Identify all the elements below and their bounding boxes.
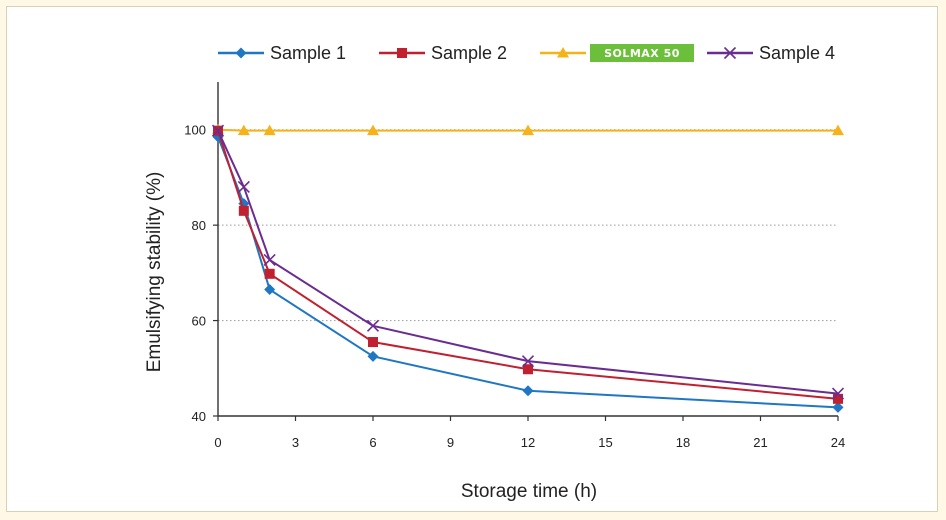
x-tick-label-6: 6 bbox=[369, 435, 376, 450]
point-solmax-50-24 bbox=[832, 124, 844, 136]
x-tick-label-12: 12 bbox=[521, 435, 535, 450]
point-sample-4-12 bbox=[521, 355, 535, 368]
chart-frame bbox=[6, 6, 938, 512]
point-sample-2-1 bbox=[238, 205, 249, 216]
legend-label-sample-1: Sample 1 bbox=[270, 43, 346, 63]
point-sample-4-6 bbox=[366, 319, 380, 332]
point-sample-2-6 bbox=[368, 337, 378, 348]
legend-marker-sample-4 bbox=[723, 46, 737, 60]
x-tick-label-21: 21 bbox=[753, 435, 767, 450]
axes: 40 60 80 100 0 3 6 9 12 15 18 21 24 bbox=[184, 82, 845, 450]
y-axis-title: Emulsifying stability (%) bbox=[144, 172, 165, 373]
legend: Sample 1 Sample 2 SOLMAX 50 Sample 4 bbox=[218, 43, 835, 63]
x-tick-label-0: 0 bbox=[214, 435, 221, 450]
point-solmax-50-2 bbox=[263, 124, 276, 136]
legend-label-sample-2: Sample 2 bbox=[431, 43, 507, 63]
series-line-sample-4 bbox=[217, 130, 839, 395]
legend-item-sample-4: Sample 4 bbox=[707, 43, 835, 63]
legend-marker-sample-1 bbox=[235, 47, 247, 59]
y-tick-label-100: 100 bbox=[184, 123, 206, 138]
x-axis-title: Storage time (h) bbox=[461, 481, 597, 502]
point-sample-1-24 bbox=[832, 401, 844, 413]
point-sample-4-24 bbox=[831, 387, 845, 400]
point-sample-2-24 bbox=[833, 393, 843, 404]
point-solmax-50-12 bbox=[522, 124, 534, 136]
point-sample-2-2 bbox=[264, 268, 275, 279]
x-tick-label-15: 15 bbox=[598, 435, 612, 450]
series-line-solmax-50 bbox=[217, 128, 838, 132]
point-sample-1-6 bbox=[367, 350, 379, 362]
x-tick-label-24: 24 bbox=[831, 435, 845, 450]
y-tick-label-80: 80 bbox=[192, 218, 206, 233]
legend-badge-solmax-50 bbox=[590, 44, 694, 62]
legend-marker-solmax-50 bbox=[557, 47, 569, 58]
point-sample-2-12 bbox=[523, 364, 533, 375]
point-sample-4-2 bbox=[263, 253, 276, 267]
point-sample-4-0 bbox=[211, 124, 225, 137]
series-group bbox=[211, 123, 845, 413]
x-tick-label-9: 9 bbox=[447, 435, 454, 450]
legend-label-sample-4: Sample 4 bbox=[759, 43, 835, 63]
legend-label-solmax-50: SOLMAX 50 bbox=[604, 47, 680, 60]
series-line-sample-2 bbox=[217, 130, 839, 400]
series-sample-4 bbox=[211, 124, 845, 400]
point-sample-1-2 bbox=[264, 284, 276, 296]
y-tick-label-60: 60 bbox=[192, 314, 206, 329]
x-tick-label-3: 3 bbox=[292, 435, 299, 450]
legend-item-sample-2: Sample 2 bbox=[379, 43, 507, 63]
gridlines bbox=[218, 129, 838, 322]
legend-item-solmax-50: SOLMAX 50 bbox=[540, 44, 694, 62]
x-tick-label-18: 18 bbox=[676, 435, 690, 450]
point-solmax-50-6 bbox=[367, 124, 379, 136]
point-sample-4-1 bbox=[237, 180, 250, 194]
legend-marker-sample-2 bbox=[397, 48, 407, 58]
point-sample-1-12 bbox=[522, 385, 534, 397]
series-line-sample-1 bbox=[217, 136, 839, 409]
legend-item-sample-1: Sample 1 bbox=[218, 43, 346, 63]
point-solmax-50-1 bbox=[237, 124, 250, 136]
y-tick-label-40: 40 bbox=[192, 409, 206, 424]
